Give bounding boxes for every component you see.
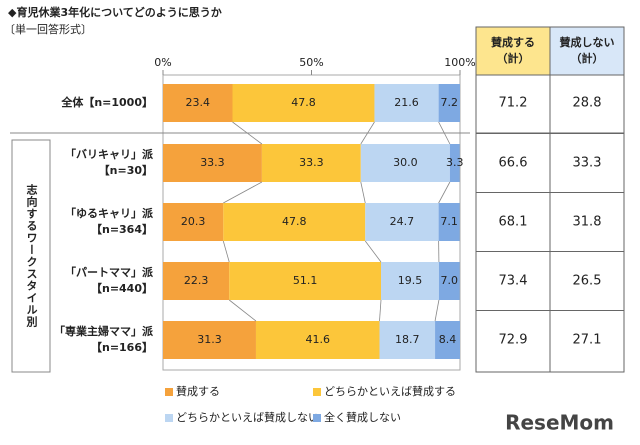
connector — [438, 181, 451, 204]
bar-segment — [365, 203, 439, 241]
value-label: 3.3 — [446, 156, 464, 169]
chart-title: ◆育児休業3年化についてどのように思うか — [8, 5, 222, 19]
bar-segment — [380, 262, 439, 300]
x-tick-label: 50% — [299, 56, 323, 69]
value-label: 33.3 — [299, 156, 324, 169]
category-label: 【n=166】 — [91, 341, 153, 354]
value-label: 21.6 — [394, 96, 419, 109]
bar-segment — [223, 203, 366, 241]
bar-segment — [229, 262, 381, 300]
connector — [364, 240, 382, 263]
category-label: 「パートママ」派 — [65, 265, 154, 279]
connector — [223, 181, 263, 204]
legend-swatch — [313, 388, 321, 396]
table-cell-text: 33.3 — [573, 156, 602, 171]
bar-segment — [163, 321, 256, 359]
value-label: 19.5 — [398, 274, 423, 287]
table-header-text: 賛成する — [491, 35, 535, 49]
bar-segment — [438, 203, 460, 241]
value-label: 47.8 — [282, 215, 307, 228]
bar-segment — [163, 84, 233, 122]
bar-segment — [163, 144, 262, 182]
legend-swatch — [165, 388, 173, 396]
table-cell-text: 71.2 — [499, 96, 528, 111]
value-label: 23.4 — [185, 96, 210, 109]
bar-segment — [374, 84, 439, 122]
connector — [434, 299, 440, 322]
legend-label: どちらかといえば賛成しない — [176, 410, 319, 424]
category-label: 【n=440】 — [91, 282, 153, 295]
connector — [438, 121, 451, 145]
value-label: 8.4 — [439, 333, 457, 346]
value-label: 7.1 — [440, 215, 458, 228]
table-header-text: （計） — [497, 51, 530, 65]
value-label: 20.3 — [181, 215, 206, 228]
bar-segment — [379, 321, 436, 359]
bar-segment — [232, 84, 375, 122]
bar-segment — [261, 144, 361, 182]
table-header-text: 賛成しない — [560, 35, 615, 49]
table-cell-text: 73.4 — [499, 274, 528, 289]
table-cell-text: 31.8 — [573, 215, 602, 230]
bar-segment — [163, 203, 224, 241]
table-header-text: （計） — [571, 51, 604, 65]
category-label: 「専業主婦ママ」派 — [54, 324, 154, 338]
category-label: 「ゆるキャリ」派 — [65, 206, 154, 220]
connector — [360, 121, 375, 145]
value-label: 22.3 — [184, 274, 209, 287]
value-label: 18.7 — [395, 333, 420, 346]
connector — [379, 299, 382, 322]
bar-segment — [255, 321, 380, 359]
bar-segment — [438, 84, 460, 122]
x-tick-label: 0% — [154, 56, 171, 69]
table-cell-text: 27.1 — [573, 333, 602, 348]
table-cell-text: 68.1 — [499, 215, 528, 230]
category-label: 全体【n=1000】 — [60, 95, 153, 109]
group-label: 志向するワークスタイル別 — [25, 183, 39, 328]
bar-segment — [449, 144, 460, 182]
bar-segment — [360, 144, 450, 182]
connector — [360, 181, 366, 204]
table-header — [549, 26, 625, 76]
legend-label: どちらかといえば賛成する — [324, 384, 456, 398]
x-tick-label: 100% — [444, 56, 475, 69]
category-label: 【n=364】 — [91, 223, 153, 236]
category-label: 「バリキャリ」派 — [65, 147, 154, 161]
legend-label: 賛成する — [176, 384, 220, 398]
value-label: 33.3 — [200, 156, 225, 169]
legend-label: 全く賛成しない — [324, 410, 401, 424]
category-label: 【n=30】 — [99, 164, 153, 177]
table-cell-text: 26.5 — [573, 274, 602, 289]
table-cell-text: 72.9 — [499, 333, 528, 348]
value-label: 47.8 — [291, 96, 316, 109]
bar-segment — [438, 262, 460, 300]
bar-segment — [435, 321, 460, 359]
connector — [228, 299, 257, 322]
connector — [222, 240, 230, 263]
value-label: 41.6 — [305, 333, 330, 346]
table-cell-text: 28.8 — [573, 96, 602, 111]
value-label: 31.3 — [197, 333, 222, 346]
bar-segment — [163, 262, 230, 300]
table-header — [475, 26, 551, 76]
value-label: 30.0 — [393, 156, 418, 169]
value-label: 7.2 — [441, 96, 459, 109]
group-box — [11, 139, 51, 373]
table-cell — [549, 310, 625, 373]
connector — [232, 121, 263, 145]
legend-swatch — [165, 414, 173, 422]
table-cell-text: 66.6 — [499, 156, 528, 171]
chart-subtitle: 〔単一回答形式〕 — [4, 22, 92, 36]
watermark: ReseMom — [505, 411, 614, 435]
value-label: 7.0 — [441, 274, 459, 287]
legend-swatch — [313, 414, 321, 422]
value-label: 24.7 — [390, 215, 415, 228]
value-label: 51.1 — [293, 274, 318, 287]
